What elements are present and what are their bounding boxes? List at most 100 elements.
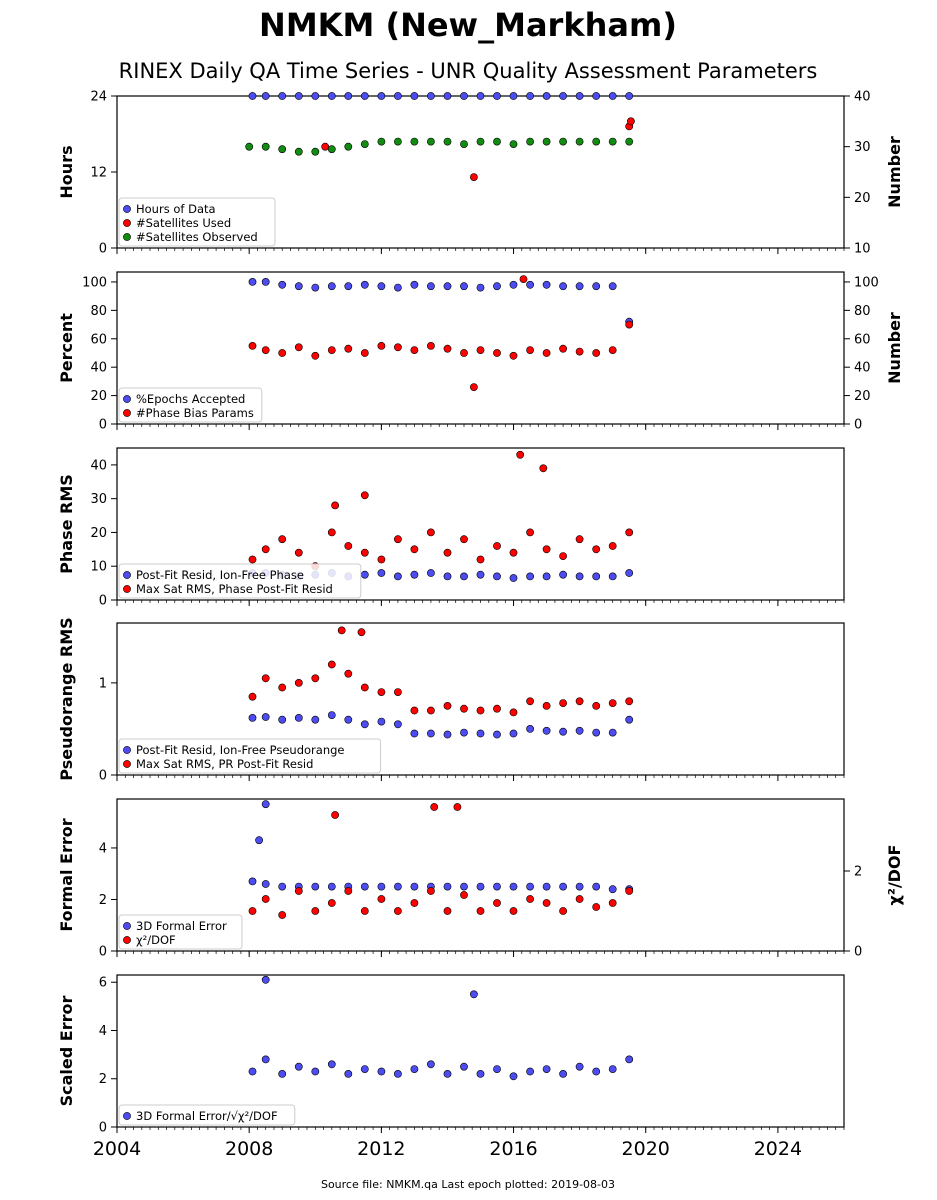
point-series-1 — [278, 882, 287, 891]
y-tick-label: 0 — [99, 1121, 107, 1136]
point-series-1 — [592, 728, 601, 737]
point-series-1 — [426, 1060, 435, 1069]
point-series-2 — [493, 349, 501, 357]
point-series-1 — [360, 92, 369, 100]
point-series-1 — [344, 282, 353, 291]
point-series-1 — [608, 92, 617, 100]
point-series-1 — [476, 729, 485, 738]
point-series-2 — [426, 706, 435, 715]
point-series-1 — [476, 283, 485, 292]
point-series-1 — [261, 92, 270, 100]
legend-entry: #Satellites Observed — [136, 230, 258, 244]
point-series-2 — [443, 907, 452, 915]
legend-marker — [123, 233, 131, 241]
point-series-2 — [294, 548, 303, 557]
point-series-2 — [261, 674, 270, 683]
point-series-1 — [526, 1067, 534, 1076]
point-series-2 — [261, 346, 270, 354]
point-series-2 — [509, 351, 518, 360]
y-right-tick-label: 40 — [854, 361, 871, 376]
point-series-1 — [311, 882, 320, 891]
y-axis-label: Formal Error — [57, 818, 76, 931]
point-series-1 — [294, 714, 303, 722]
point-series-1 — [360, 280, 369, 289]
point-series-2 — [278, 535, 287, 544]
point-series-3 — [377, 137, 386, 146]
point-series-2 — [509, 708, 518, 717]
point-series-1 — [360, 882, 369, 891]
point-series-2 — [248, 341, 257, 350]
point-series-2 — [443, 548, 452, 557]
point-series-2 — [393, 343, 402, 352]
point-series-1 — [592, 92, 601, 100]
point-series-2 — [327, 899, 336, 907]
point-series-2 — [393, 535, 402, 544]
legend-box — [118, 563, 362, 599]
point-series-3 — [278, 145, 287, 154]
y-tick-label: 20 — [90, 389, 107, 404]
point-series-1 — [261, 277, 270, 286]
point-series-1 — [327, 1060, 336, 1069]
point-series-1 — [377, 569, 386, 577]
point-series-1 — [327, 711, 336, 719]
point-series-1 — [426, 282, 435, 291]
point-series-2 — [460, 704, 468, 713]
point-series-2 — [278, 911, 287, 919]
point-series-1 — [526, 280, 534, 289]
point-series-1 — [575, 726, 584, 735]
point-series-1 — [278, 1070, 287, 1078]
point-series-1 — [526, 572, 534, 581]
point-series-1 — [493, 882, 501, 891]
point-series-2 — [526, 895, 534, 903]
point-series-2 — [248, 555, 257, 564]
y-tick-label: 80 — [90, 304, 107, 319]
data-points — [248, 975, 634, 1081]
point-series-2 — [542, 702, 551, 710]
y-right-tick-label: 80 — [854, 304, 871, 319]
point-series-2 — [509, 548, 518, 557]
point-series-1 — [443, 92, 452, 100]
point-series-3 — [294, 147, 303, 156]
point-series-1 — [608, 282, 617, 291]
y-right-tick-label: 0 — [854, 418, 862, 433]
legend-entry: Max Sat RMS, PR Post-Fit Resid — [136, 757, 313, 771]
point-series-3 — [426, 137, 435, 146]
point-series-2 — [311, 674, 320, 683]
y-axis-label: Phase RMS — [57, 474, 76, 574]
point-series-2 — [393, 907, 402, 915]
point-series-1 — [426, 569, 435, 577]
point-series-3 — [344, 142, 353, 151]
point-series-1 — [248, 1067, 257, 1076]
point-series-1 — [294, 282, 303, 291]
point-series-1 — [261, 800, 270, 809]
point-series-2 — [331, 501, 339, 510]
point-series-2 — [542, 545, 551, 554]
point-series-2 — [377, 555, 386, 564]
data-points — [248, 450, 634, 582]
y-tick-label: 2 — [99, 1072, 107, 1087]
point-series-1 — [410, 729, 419, 738]
point-series-2 — [357, 628, 366, 637]
point-series-1 — [592, 1067, 601, 1076]
point-series-2 — [625, 697, 634, 706]
panel-frame — [116, 974, 845, 1128]
point-series-2 — [294, 679, 303, 687]
point-series-2 — [526, 346, 534, 354]
point-series-2 — [360, 683, 369, 692]
point-series-1 — [526, 882, 534, 891]
point-series-2 — [377, 895, 386, 903]
point-series-1 — [248, 92, 257, 100]
point-series-1 — [509, 882, 518, 891]
point-series-2 — [575, 535, 584, 544]
point-series-2 — [592, 349, 601, 357]
y-tick-label: 100 — [82, 275, 107, 290]
point-series-2 — [592, 903, 601, 911]
point-series-1 — [592, 572, 601, 581]
point-series-2 — [278, 683, 287, 692]
point-series-2 — [327, 528, 336, 537]
figure-title: NMKM (New_Markham) — [259, 6, 677, 44]
legend: Hours of Data#Satellites Used#Satellites… — [118, 197, 276, 247]
point-series-2 — [493, 704, 501, 713]
